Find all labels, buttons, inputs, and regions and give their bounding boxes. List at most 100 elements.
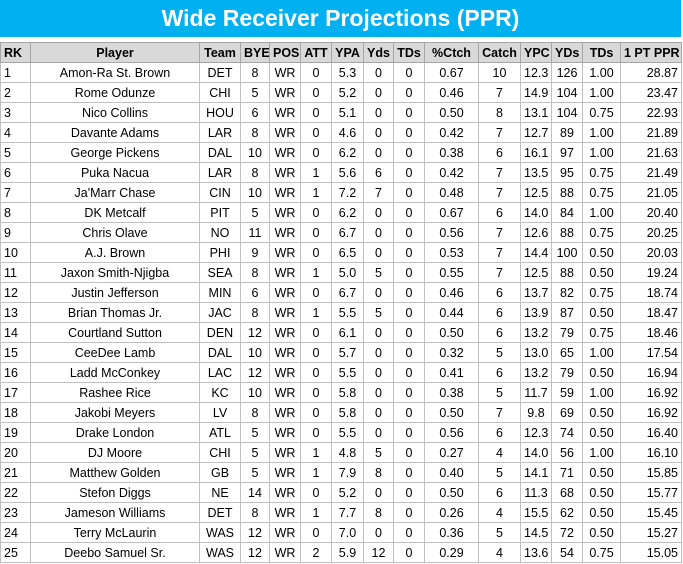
table-cell: 0: [393, 482, 425, 503]
table-cell: 11: [0, 262, 31, 283]
table-cell: Puka Nacua: [30, 162, 200, 183]
table-cell: 12.6: [520, 222, 552, 243]
table-cell: Rome Odunze: [30, 82, 200, 103]
table-cell: 0: [393, 162, 425, 183]
table-cell: 6: [478, 282, 521, 303]
table-cell: 13.1: [520, 102, 552, 123]
table-row: 12 Justin Jefferson MIN 6 WR 0 6.7 0 0 0.46 6 13.7 8…: [0, 282, 682, 303]
table-cell: 5.2: [331, 482, 364, 503]
table-cell: 5: [0, 142, 31, 163]
table-cell: 1: [300, 442, 332, 463]
table-cell: 0.38: [424, 382, 479, 403]
table-row: 13 Brian Thomas Jr. JAC 8 WR 1 5.5 5 0 0.44 6 13.9 8…: [0, 302, 682, 323]
table-cell: 5: [478, 342, 521, 363]
table-cell: 0: [300, 82, 332, 103]
table-cell: 7: [478, 242, 521, 263]
table-cell: WR: [269, 342, 301, 363]
table-cell: 1.00: [582, 122, 621, 143]
table-cell: 5.6: [331, 162, 364, 183]
table-cell: 0: [393, 422, 425, 443]
table-cell: 13.0: [520, 342, 552, 363]
table-cell: 16.40: [620, 422, 682, 443]
table-cell: 0.50: [582, 402, 621, 423]
table-row: 8 DK Metcalf PIT 5 WR 0 6.2 0 0 0.67 6 14.0 84 1.00 20…: [0, 202, 682, 223]
table-cell: 0: [300, 422, 332, 443]
column-header: ATT: [300, 42, 332, 63]
table-cell: 0.26: [424, 502, 479, 523]
table-row: 18 Jakobi Meyers LV 8 WR 0 5.8 0 0 0.50 7 9.8 69 0.50…: [0, 402, 682, 423]
table-cell: Courtland Sutton: [30, 322, 200, 343]
table-cell: 0: [393, 122, 425, 143]
column-header: Yds: [363, 42, 394, 63]
table-cell: 0: [393, 542, 425, 563]
table-cell: Davante Adams: [30, 122, 200, 143]
table-cell: 5.2: [331, 82, 364, 103]
table-cell: 5: [478, 462, 521, 483]
table-cell: 0.75: [582, 222, 621, 243]
table-cell: 5: [240, 82, 270, 103]
table-cell: 12: [363, 542, 394, 563]
table-cell: 69: [551, 402, 583, 423]
table-cell: 1: [300, 262, 332, 283]
table-cell: 4.6: [331, 122, 364, 143]
table-cell: 0.75: [582, 102, 621, 123]
table-cell: DAL: [199, 142, 241, 163]
table-cell: 0.29: [424, 542, 479, 563]
table-cell: 9.8: [520, 402, 552, 423]
table-cell: 0.32: [424, 342, 479, 363]
table-cell: 1.00: [582, 82, 621, 103]
table-cell: 14: [0, 322, 31, 343]
table-cell: 0.75: [582, 542, 621, 563]
table-cell: 0: [363, 62, 394, 83]
table-cell: 20.25: [620, 222, 682, 243]
table-cell: 97: [551, 142, 583, 163]
table-cell: 0.50: [582, 462, 621, 483]
table-cell: 1.00: [582, 382, 621, 403]
table-cell: 22: [0, 482, 31, 503]
table-cell: 12: [240, 322, 270, 343]
table-cell: 21.49: [620, 162, 682, 183]
table-cell: 8: [240, 262, 270, 283]
table-cell: 0: [393, 322, 425, 343]
table-cell: WR: [269, 422, 301, 443]
table-body: 1 Amon-Ra St. Brown DET 8 WR 0 5.3 0 0 0.67 10 12.3…: [0, 62, 682, 563]
table-cell: WR: [269, 322, 301, 343]
table-cell: NO: [199, 222, 241, 243]
table-cell: 19.24: [620, 262, 682, 283]
table-cell: 15.5: [520, 502, 552, 523]
table-cell: 14.0: [520, 202, 552, 223]
table-cell: 6.1: [331, 322, 364, 343]
table-row: 15 CeeDee Lamb DAL 10 WR 0 5.7 0 0 0.32 5 13.0 65 1.0…: [0, 342, 682, 363]
table-cell: 15.05: [620, 542, 682, 563]
table-cell: 1.00: [582, 202, 621, 223]
table-cell: 0.67: [424, 202, 479, 223]
table-cell: 1: [300, 462, 332, 483]
table-cell: Brian Thomas Jr.: [30, 302, 200, 323]
table-cell: 0: [300, 62, 332, 83]
table-cell: Ja'Marr Chase: [30, 182, 200, 203]
table-cell: WR: [269, 482, 301, 503]
table-cell: 21.05: [620, 182, 682, 203]
table-cell: 0: [393, 462, 425, 483]
table-cell: 0: [300, 142, 332, 163]
table-row: 21 Matthew Golden GB 5 WR 1 7.9 8 0 0.40 5 14.1 71 0.…: [0, 462, 682, 483]
table-cell: 0: [393, 142, 425, 163]
column-header: TDs: [393, 42, 425, 63]
table-cell: 8: [240, 502, 270, 523]
table-cell: 0.42: [424, 162, 479, 183]
table-cell: 1: [300, 182, 332, 203]
table-cell: 0: [363, 202, 394, 223]
table-cell: LAR: [199, 122, 241, 143]
table-cell: 20.03: [620, 242, 682, 263]
table-cell: ATL: [199, 422, 241, 443]
table-row: 19 Drake London ATL 5 WR 0 5.5 0 0 0.56 6 12.3 74 0.5…: [0, 422, 682, 443]
table-cell: 0: [393, 302, 425, 323]
table-cell: 10: [240, 142, 270, 163]
table-cell: 17.54: [620, 342, 682, 363]
table-cell: PHI: [199, 242, 241, 263]
table-cell: 0: [393, 182, 425, 203]
table-cell: 0: [300, 362, 332, 383]
table-cell: 15.45: [620, 502, 682, 523]
table-cell: 12.3: [520, 62, 552, 83]
table-cell: 9: [0, 222, 31, 243]
